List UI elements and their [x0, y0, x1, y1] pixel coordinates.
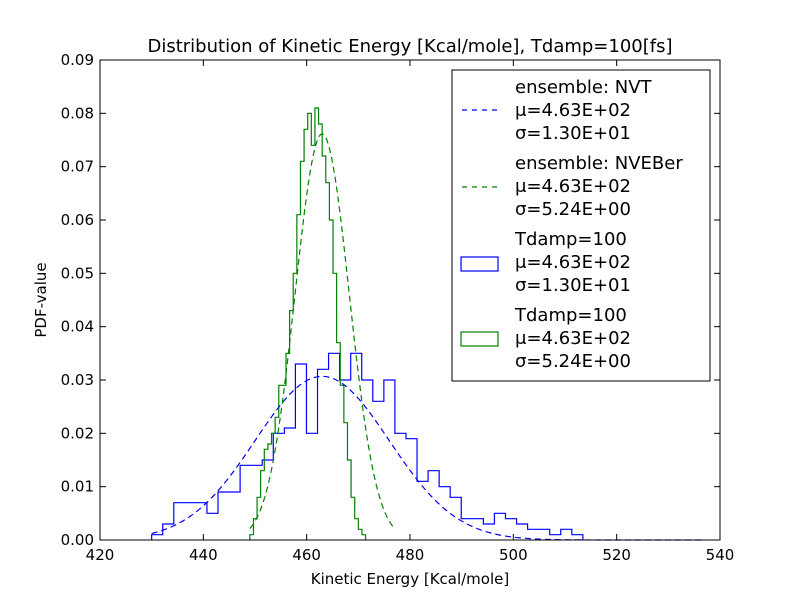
legend-nvt-fit-line1: ensemble: NVT [515, 77, 653, 98]
y-tick-label: 0.01 [61, 478, 94, 496]
y-axis-label: PDF-value [32, 262, 50, 337]
legend-frame [451, 69, 711, 382]
legend-nveber-fit-line1: ensemble: NVEBer [515, 153, 683, 174]
y-tick-label: 0.09 [61, 51, 94, 69]
legend-swatch-nvt-hist [460, 256, 499, 272]
legend-nvt-fit-sigma: σ=1.30E+01 [515, 123, 631, 144]
y-tick-label: 0.04 [61, 318, 94, 336]
legend-nveber-hist-mu: μ=4.63E+02 [515, 328, 631, 349]
legend-nvt-hist-mu: μ=4.63E+02 [515, 252, 631, 273]
histogram-nveber [249, 107, 367, 540]
histogram-layer [151, 107, 584, 540]
chart-title: Distribution of Kinetic Energy [Kcal/mol… [147, 36, 672, 57]
legend: ensemble: NVT μ=4.63E+02 σ=1.30E+01 ense… [451, 69, 711, 382]
fit-curve-nvt [151, 375, 705, 541]
histogram-nvt [151, 352, 584, 540]
legend-swatch-nveber-hist [460, 331, 499, 347]
legend-nvt-hist-sigma: σ=1.30E+01 [515, 275, 631, 296]
legend-nvt-hist-line1: Tdamp=100 [514, 229, 627, 250]
x-tick-label: 500 [499, 546, 528, 564]
x-axis-label: Kinetic Energy [Kcal/mole] [311, 570, 509, 588]
legend-nveber-fit-sigma: σ=5.24E+00 [515, 199, 631, 220]
y-tick-label: 0.05 [61, 264, 94, 282]
legend-nvt-fit-mu: μ=4.63E+02 [515, 100, 631, 121]
legend-nveber-hist-sigma: σ=5.24E+00 [515, 351, 631, 372]
fit-curve-layer [151, 133, 705, 541]
x-tick-label: 520 [602, 546, 631, 564]
x-tick-label: 420 [86, 546, 115, 564]
fit-curve-nveber [249, 133, 395, 529]
x-tick-label: 460 [292, 546, 321, 564]
y-tick-label: 0.07 [61, 158, 94, 176]
y-tick-label: 0.08 [61, 104, 94, 122]
axis-ticks: 420 440 460 480 500 520 540 0.00 0.01 0.02 0.03 0.0… [61, 51, 735, 564]
y-tick-label: 0.03 [61, 371, 94, 389]
y-tick-label: 0.02 [61, 424, 94, 442]
x-tick-label: 440 [189, 546, 218, 564]
x-tick-label: 480 [396, 546, 425, 564]
y-tick-label: 0.06 [61, 211, 94, 229]
legend-nveber-hist-line1: Tdamp=100 [514, 305, 627, 326]
y-tick-label: 0.00 [61, 531, 94, 549]
x-tick-label: 540 [706, 546, 735, 564]
legend-nveber-fit-mu: μ=4.63E+02 [515, 176, 631, 197]
